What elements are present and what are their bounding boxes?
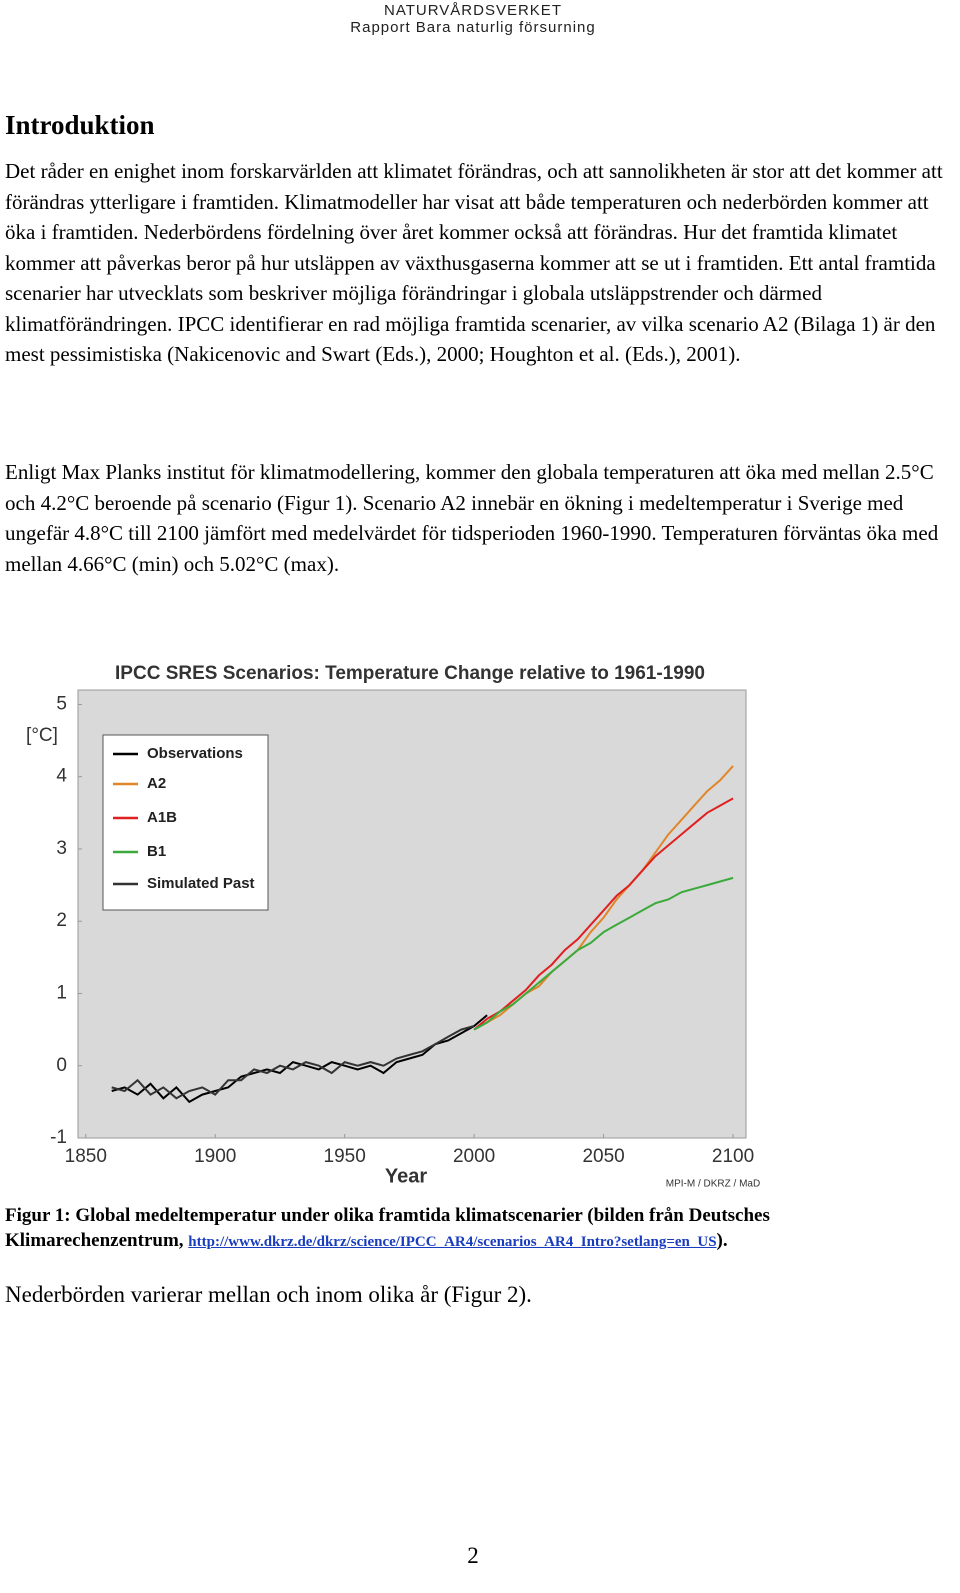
x-tick-label: 1950: [324, 1146, 366, 1167]
legend-label: Simulated Past: [147, 875, 255, 892]
paragraph: Enligt Max Planks institut för klimatmod…: [5, 460, 939, 576]
legend-label: B1: [147, 843, 166, 860]
caption-link[interactable]: http://www.dkrz.de/dkrz/science/IPCC_AR4…: [188, 1234, 717, 1250]
x-tick-label: 2100: [712, 1146, 754, 1167]
series-line: [473, 797, 734, 1031]
y-tick-label: 5: [56, 693, 67, 714]
series-line: [473, 876, 734, 1031]
legend-label: Observations: [147, 745, 243, 762]
caption-text: Figur 1: Global medeltemperatur under ol…: [5, 1205, 770, 1251]
y-axis-label: [°C]: [26, 725, 58, 746]
legend-box: [102, 734, 269, 911]
legend-label: A1B: [147, 809, 177, 826]
y-tick-label: 1: [56, 982, 67, 1003]
series-line: [111, 1014, 488, 1104]
chart: IPCC SRES Scenarios: Temperature Change …: [26, 663, 760, 1190]
header-report: Rapport Bara naturlig försurning: [350, 19, 596, 36]
caption: Figur 1: Global medeltemperatur under ol…: [5, 1203, 940, 1255]
page-number: 2: [467, 1543, 479, 1568]
x-tick-label: 1850: [65, 1146, 107, 1167]
y-tick-label: -1: [50, 1127, 67, 1148]
y-tick-label: 0: [56, 1055, 67, 1076]
chart-title: IPCC SRES Scenarios: Temperature Change …: [115, 663, 705, 684]
x-tick-label: 2000: [453, 1146, 495, 1167]
x-tick-label: 2050: [582, 1146, 624, 1167]
header-org: NATURVÅRDSVERKET: [384, 2, 562, 19]
y-tick-label: 4: [56, 766, 67, 787]
paragraph: Det råder en enighet inom forskarvärlden…: [5, 159, 943, 366]
x-axis-label: Year: [385, 1165, 427, 1187]
heading: Introduktion: [5, 110, 155, 140]
x-tick-label: 1900: [194, 1146, 236, 1167]
series-line: [111, 1025, 475, 1100]
y-tick-label: 2: [56, 910, 67, 931]
paragraph: Nederbörden varierar mellan och inom oli…: [5, 1282, 532, 1307]
y-tick-label: 3: [56, 838, 67, 859]
credit: MPI-M / DKRZ / MaD: [666, 1179, 760, 1190]
caption-end: ).: [716, 1230, 728, 1251]
legend-label: A2: [147, 775, 166, 792]
